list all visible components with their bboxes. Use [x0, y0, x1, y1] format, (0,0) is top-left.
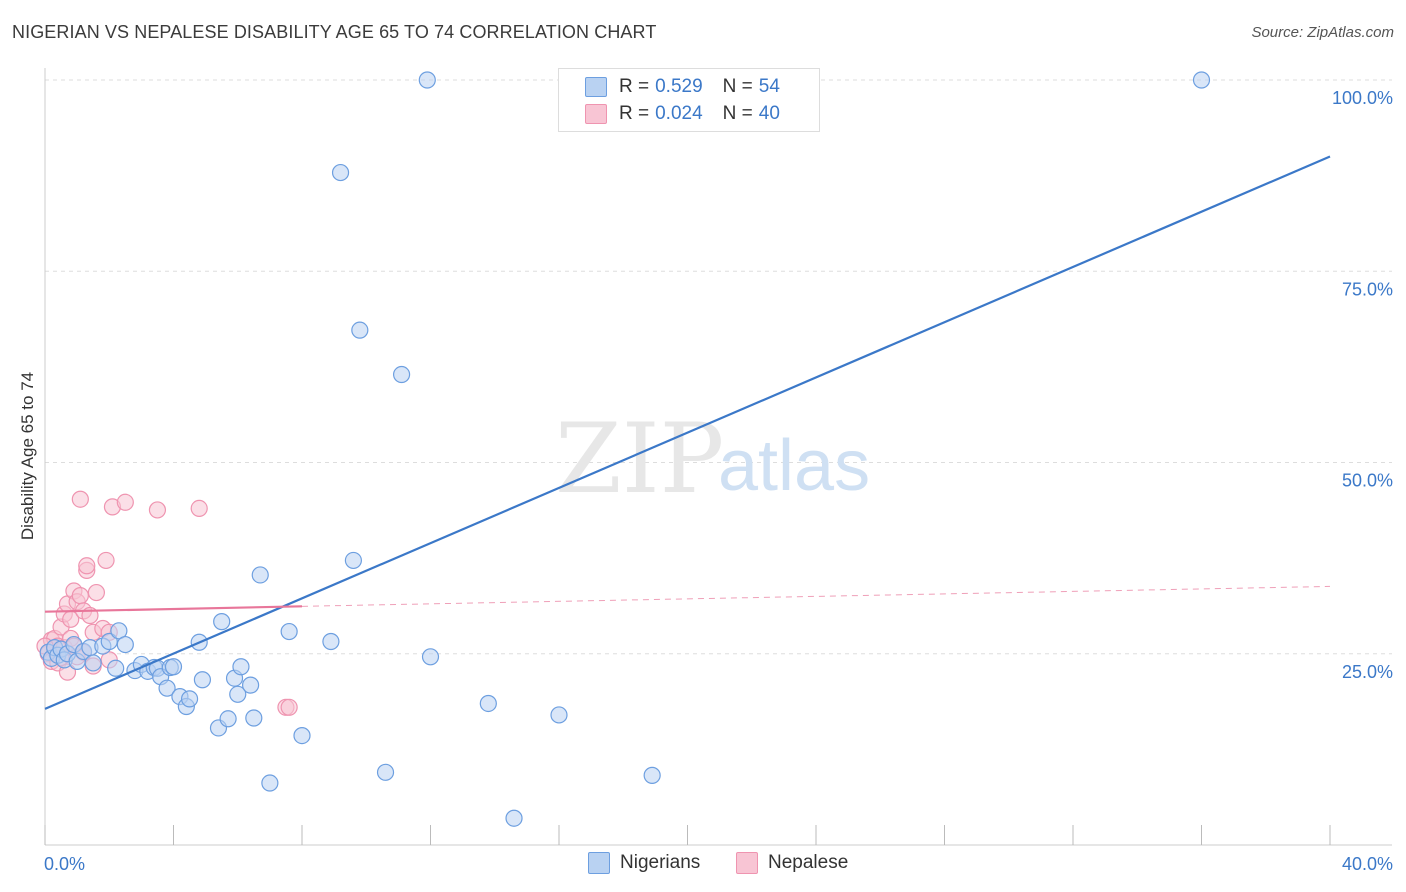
legend-r-label: R =: [619, 76, 650, 97]
nepalese-point: [190, 499, 208, 517]
legend-n-label: N =: [722, 76, 753, 97]
nigerians-point: [293, 727, 311, 745]
nigerians-point: [322, 632, 340, 651]
nepalese-trend-line-dashed: [301, 585, 1331, 607]
legend-label-nigerians: Nigerians: [620, 852, 701, 873]
nigerians-trend-line: [44, 155, 1331, 710]
y-tick-label: 25.0%: [1342, 662, 1393, 682]
nigerians-point: [242, 676, 260, 694]
chart-title: NIGERIAN VS NEPALESE DISABILITY AGE 65 T…: [12, 22, 657, 42]
nigerians-point: [1192, 71, 1211, 89]
trend-lines: [44, 155, 1331, 710]
nepalese-point: [71, 587, 89, 605]
legend-r-label: R =: [619, 103, 650, 124]
legend-swatch-pink: [736, 852, 758, 874]
nepalese-point: [87, 583, 106, 602]
nigerians-point: [376, 763, 395, 781]
legend-row-nepalese: R = 0.024 N = 40: [585, 101, 780, 127]
nigerians-point: [245, 709, 263, 727]
nigerians-point: [158, 679, 176, 697]
nepalese-trend-line: [44, 605, 303, 613]
nigerians-point: [213, 613, 231, 631]
nigerians-point: [232, 658, 250, 676]
nigerians-point: [100, 632, 118, 651]
legend-item-nigerians[interactable]: Nigerians: [588, 852, 700, 874]
nigerians-point: [164, 658, 183, 676]
legend-r-value: 0.024: [655, 103, 703, 124]
y-axis-label: Disability Age 65 to 74: [18, 372, 37, 540]
nigerians-point: [107, 659, 125, 677]
nigerians-point: [116, 635, 134, 654]
nepalese-point: [116, 493, 134, 511]
source-label: Source: ZipAtlas.com: [1251, 24, 1394, 41]
nigerians-point: [392, 365, 411, 384]
nigerians-point: [261, 774, 279, 792]
nepalese-point: [71, 490, 89, 508]
y-tick-labels: 100.0% 75.0% 50.0% 25.0%: [1332, 88, 1393, 682]
x-tick-label: 40.0%: [1342, 854, 1393, 874]
legend-n-label: N =: [722, 103, 753, 124]
nigerians-point: [479, 694, 497, 713]
nepalese-point: [97, 551, 115, 570]
x-tick-labels: 0.0% 40.0%: [44, 854, 1393, 874]
nigerians-point: [251, 566, 269, 584]
y-tick-label: 75.0%: [1342, 279, 1393, 299]
legend-r-value: 0.529: [655, 76, 703, 97]
y-tick-label: 100.0%: [1332, 88, 1393, 108]
nigerians-point: [643, 766, 661, 784]
nigerians-point: [550, 706, 568, 724]
nigerians-point: [180, 690, 199, 708]
nepalese-point: [148, 501, 167, 519]
watermark: ZIP atlas: [555, 403, 870, 515]
nigerians-point: [505, 809, 523, 827]
y-tick-label: 50.0%: [1342, 471, 1393, 491]
legend-swatch-blue: [588, 852, 610, 874]
stats-legend: R = 0.529 N = 54 R = 0.024 N = 40: [558, 68, 820, 132]
nigerians-point: [280, 622, 298, 641]
legend-swatch-pink: [585, 104, 607, 124]
nigerians-point: [229, 685, 247, 703]
legend-swatch-blue: [585, 77, 607, 97]
nepalese-point: [78, 557, 96, 575]
nigerians-point: [351, 321, 369, 339]
watermark-zip: ZIP: [555, 403, 724, 515]
legend-n-value: 40: [758, 103, 780, 124]
nigerians-point: [331, 163, 350, 182]
legend-label-nepalese: Nepalese: [768, 852, 849, 873]
grid: [45, 79, 1392, 655]
nepalese-point: [280, 698, 298, 716]
nigerians-point: [421, 648, 440, 666]
nigerians-point: [110, 622, 128, 640]
nigerians-point: [418, 71, 436, 89]
nigerians-point: [193, 671, 212, 689]
nigerians-point: [84, 654, 102, 672]
nigerians-point: [344, 551, 362, 570]
x-tick-label: 0.0%: [44, 854, 85, 874]
nigerians-point: [219, 710, 237, 728]
legend-n-value: 54: [758, 76, 780, 97]
legend-item-nepalese[interactable]: Nepalese: [736, 852, 848, 874]
legend-row-nigerians: R = 0.529 N = 54: [585, 74, 780, 100]
nigerians-points: [39, 71, 1211, 827]
axes: [44, 68, 1392, 846]
watermark-atlas: atlas: [718, 426, 870, 506]
